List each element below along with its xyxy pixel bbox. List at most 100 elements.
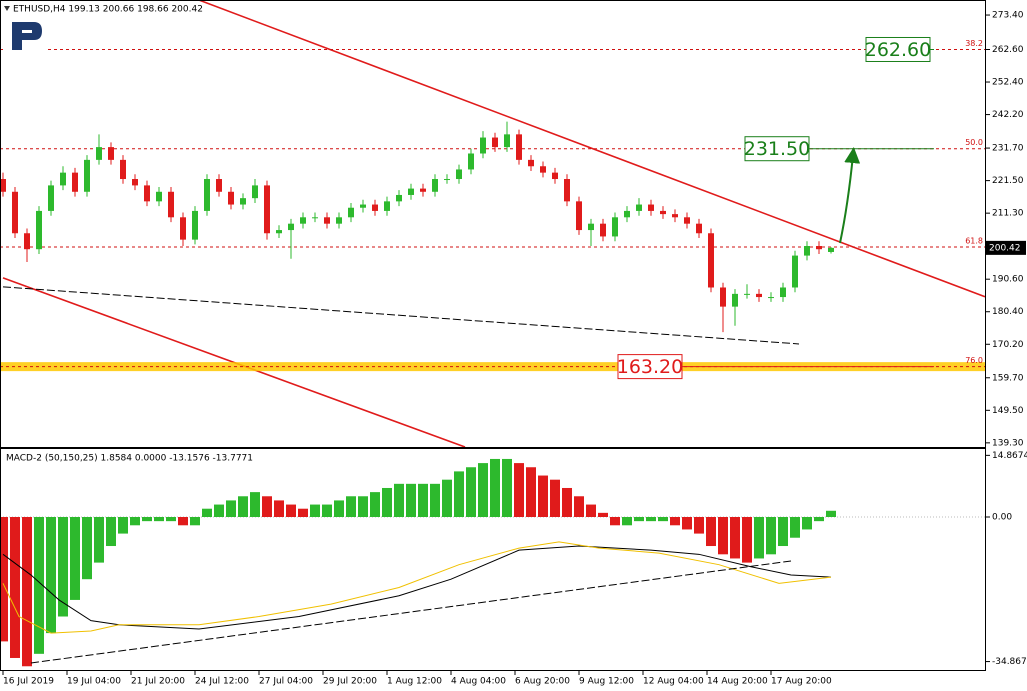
candle-body xyxy=(732,293,738,307)
candle-body xyxy=(216,179,222,192)
candle-body xyxy=(324,217,330,224)
y-tick-label: 211.30 xyxy=(992,209,1024,219)
histogram-bar xyxy=(226,500,236,517)
histogram-bar xyxy=(106,517,116,547)
y-tick-label: 14.8674 xyxy=(992,451,1027,461)
candle-body xyxy=(84,159,90,192)
candle-body xyxy=(804,246,810,256)
x-tick-label: 9 Aug 12:00 xyxy=(579,677,634,687)
histogram-bar xyxy=(394,483,404,517)
histogram-bar xyxy=(562,487,572,517)
histogram-bar xyxy=(742,517,752,563)
candle-body xyxy=(600,223,606,237)
candle-body xyxy=(660,210,666,215)
histogram-bar xyxy=(610,517,620,526)
y-tick-label: 0.00 xyxy=(992,513,1012,523)
histogram-bar xyxy=(274,500,284,517)
candle-body xyxy=(1,179,6,192)
macd-plot xyxy=(1,458,985,667)
candle-body xyxy=(828,247,834,252)
histogram-bar xyxy=(406,483,416,517)
macd-title: MACD-2 (50,150,25) 1.8584 0.0000 -13.157… xyxy=(6,454,253,464)
y-tick-label: 159.70 xyxy=(992,373,1024,383)
logo-mark xyxy=(12,22,42,50)
histogram-bar xyxy=(418,483,428,517)
candle-body xyxy=(708,233,714,288)
histogram-bar xyxy=(430,483,440,517)
candle-body xyxy=(540,166,546,173)
histogram-bar xyxy=(538,475,548,517)
histogram-bar xyxy=(574,496,584,517)
histogram-bar xyxy=(58,517,68,617)
candle-body xyxy=(528,159,534,167)
histogram-bar xyxy=(514,463,524,517)
histogram-bar xyxy=(658,517,668,522)
candle-body xyxy=(684,217,690,224)
histogram-bar xyxy=(142,517,152,522)
histogram-bar xyxy=(166,517,176,522)
fib-label: 50.0 xyxy=(965,138,983,147)
candle-body xyxy=(288,223,294,231)
trend-line xyxy=(30,560,792,664)
candle-body xyxy=(168,191,174,218)
histogram-bar xyxy=(34,517,44,654)
candle-body xyxy=(456,169,462,180)
y-tick-label: 149.50 xyxy=(992,406,1024,416)
y-tick-label: 242.20 xyxy=(992,110,1024,120)
candle-body xyxy=(348,207,354,218)
candle-body xyxy=(444,179,450,181)
candle-body xyxy=(372,204,378,211)
histogram-bar xyxy=(814,517,824,522)
price-box xyxy=(744,136,810,162)
price-pane-frame xyxy=(0,0,986,448)
candle-body xyxy=(300,217,306,224)
histogram-bar xyxy=(1,517,8,642)
candle-body xyxy=(264,185,270,234)
candle-body xyxy=(756,293,762,298)
candle-body xyxy=(48,185,54,211)
candle-body xyxy=(564,179,570,202)
candle-body xyxy=(408,188,414,195)
candle-body xyxy=(468,153,474,170)
candle-body xyxy=(552,172,558,180)
y-tick-label: 231.70 xyxy=(992,144,1024,154)
histogram-bar xyxy=(634,517,644,522)
y-tick-label: -34.8674 xyxy=(992,657,1027,667)
candle-body xyxy=(720,287,726,307)
histogram-bar xyxy=(94,517,104,563)
y-tick-label: 180.40 xyxy=(992,307,1024,317)
histogram-bar xyxy=(370,492,380,517)
candle-body xyxy=(624,210,630,218)
histogram-bar xyxy=(598,512,608,517)
histogram-bar xyxy=(706,517,716,547)
histogram-bar xyxy=(214,504,224,517)
histogram-bar xyxy=(154,517,164,522)
histogram-bar xyxy=(682,517,692,530)
x-tick-label: 24 Jul 12:00 xyxy=(195,677,249,687)
histogram-bar xyxy=(22,517,32,667)
last-price-box xyxy=(986,240,1026,255)
fib-label: 76.0 xyxy=(965,356,983,365)
x-tick-label: 29 Jul 20:00 xyxy=(323,677,377,687)
candle-body xyxy=(696,223,702,234)
last-price-label: 200.42 xyxy=(989,243,1021,253)
candle-body xyxy=(36,210,42,250)
histogram-bar xyxy=(178,517,188,526)
histogram-bar xyxy=(262,496,272,517)
trend-line xyxy=(2,286,800,345)
histogram-bar xyxy=(550,479,560,517)
histogram-bar xyxy=(766,517,776,555)
histogram-bar xyxy=(382,487,392,517)
histogram-bar xyxy=(622,517,632,526)
price-box-label: 163.20 xyxy=(617,356,683,378)
candle-body xyxy=(360,204,366,208)
candle-body xyxy=(516,134,522,160)
price-box-label: 262.60 xyxy=(865,39,931,61)
candle-body xyxy=(156,191,162,202)
histogram-bar xyxy=(82,517,92,580)
histogram-bar xyxy=(718,517,728,555)
histogram-bar xyxy=(478,463,488,517)
logo xyxy=(6,18,46,56)
x-tick-label: 16 Jul 2019 xyxy=(3,677,54,687)
chart-title: ETHUSD,H4 199.13 200.66 198.66 200.42 xyxy=(13,5,203,15)
